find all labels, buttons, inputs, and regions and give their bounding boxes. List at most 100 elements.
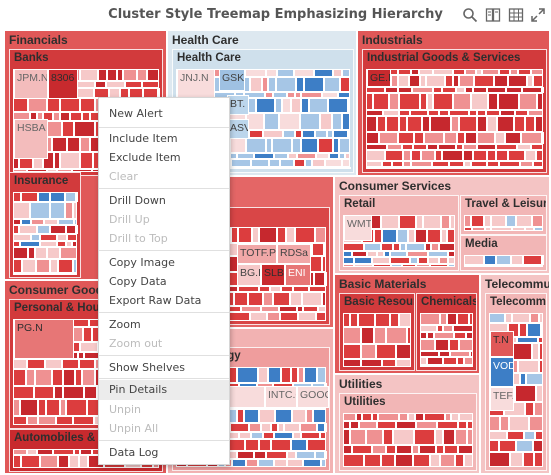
stock-cell[interactable] <box>274 432 293 439</box>
stock-cell[interactable] <box>448 251 455 257</box>
menu-item-copy-data[interactable]: Copy Data <box>109 275 167 288</box>
stock-cell[interactable] <box>382 229 397 243</box>
stock-cell[interactable] <box>519 323 527 337</box>
stock-cell[interactable] <box>442 87 456 93</box>
stock-cell[interactable] <box>297 153 316 159</box>
stock-cell[interactable] <box>324 77 340 92</box>
stock-cell[interactable] <box>450 351 470 357</box>
stock-cell[interactable] <box>277 227 286 243</box>
stock-cell[interactable] <box>287 451 296 459</box>
stock-cell[interactable] <box>499 161 520 167</box>
stock-cell[interactable] <box>424 132 444 144</box>
stock-cell[interactable] <box>80 98 95 112</box>
sector-utilities[interactable]: Utilities Utilities <box>334 374 480 474</box>
stock-cell[interactable] <box>398 75 409 87</box>
stock-cell[interactable] <box>522 87 542 93</box>
menu-item-data-log[interactable]: Data Log <box>109 446 159 459</box>
stock-cell[interactable] <box>416 215 423 229</box>
stock-cell[interactable] <box>325 423 327 432</box>
stock-cell[interactable] <box>60 112 70 121</box>
stock-cell[interactable] <box>435 429 443 445</box>
stock-cell[interactable] <box>457 313 469 325</box>
stock-cell[interactable] <box>261 306 279 312</box>
stock-cell[interactable] <box>47 247 60 259</box>
stock-cell[interactable] <box>57 241 66 247</box>
stock-cell[interactable] <box>518 69 531 75</box>
stock-cell[interactable] <box>440 313 447 325</box>
stock-cell[interactable] <box>74 449 80 455</box>
stock-cell[interactable] <box>364 454 381 467</box>
stock-cell[interactable] <box>35 247 47 259</box>
stock-slb[interactable]: SLB <box>261 264 285 286</box>
stock-cell[interactable] <box>430 264 448 267</box>
stock-cell[interactable] <box>36 259 50 273</box>
stock-totf[interactable]: TOTF.P <box>237 244 277 264</box>
stock-cell[interactable] <box>67 234 77 241</box>
stock-cell[interactable] <box>280 159 294 167</box>
stock-cell[interactable] <box>431 243 439 251</box>
stock-cell[interactable] <box>399 215 416 229</box>
stock-cell[interactable] <box>414 429 435 445</box>
stock-cell[interactable] <box>441 229 447 243</box>
stock-cell[interactable] <box>494 75 508 87</box>
stock-cell[interactable] <box>13 273 20 275</box>
stock-cell[interactable] <box>13 369 26 386</box>
stock-cell[interactable] <box>484 265 491 267</box>
stock-cell[interactable] <box>441 215 450 229</box>
stock-cell[interactable] <box>541 167 543 169</box>
stock-cell[interactable] <box>418 257 428 264</box>
stock-cell[interactable] <box>436 445 444 454</box>
stock-cell[interactable] <box>317 423 325 432</box>
stock-cell[interactable] <box>13 259 22 273</box>
stock-cell[interactable] <box>237 153 254 159</box>
stock-cell[interactable] <box>60 247 77 259</box>
stock-cell[interactable] <box>531 144 543 150</box>
stock-cell[interactable] <box>398 87 412 93</box>
stock-cell[interactable] <box>295 227 315 243</box>
stock-cell[interactable] <box>491 265 500 267</box>
industry-industrial-goods[interactable]: Industrial Goods & Services GE.N <box>362 49 547 173</box>
stock-cell[interactable] <box>62 359 79 369</box>
stock-cell[interactable] <box>444 132 457 144</box>
stock-cell[interactable] <box>301 432 320 439</box>
stock-cell[interactable] <box>60 98 80 112</box>
stock-cell[interactable] <box>419 69 433 75</box>
stock-cell[interactable] <box>308 167 317 169</box>
stock-cell[interactable] <box>520 373 526 385</box>
stock-cell[interactable] <box>27 359 45 369</box>
stock-cell[interactable] <box>534 227 543 231</box>
stock-cell[interactable] <box>407 167 422 169</box>
industry-retail[interactable]: Retail WMT <box>339 195 459 271</box>
stock-cell[interactable] <box>516 215 532 227</box>
stock-cell[interactable] <box>489 452 510 467</box>
stock-goog[interactable]: GOOG <box>297 386 329 408</box>
stock-cell[interactable] <box>419 445 436 454</box>
stock-cell[interactable] <box>237 409 244 423</box>
stock-cell[interactable] <box>386 445 396 454</box>
stock-cell[interactable] <box>307 439 326 451</box>
stock-cell[interactable] <box>309 286 326 292</box>
stock-cell[interactable] <box>514 265 531 267</box>
stock-cell[interactable] <box>19 225 37 234</box>
stock-cell[interactable] <box>13 225 19 234</box>
stock-cell[interactable] <box>508 150 525 161</box>
stock-cell[interactable] <box>46 399 60 416</box>
stock-cell[interactable] <box>399 110 410 116</box>
stock-cell[interactable] <box>497 167 514 169</box>
stock-cell[interactable] <box>409 75 420 87</box>
stock-cell[interactable] <box>13 386 34 399</box>
stock-cell[interactable] <box>505 132 521 144</box>
stock-ge[interactable]: GE.N <box>367 69 391 87</box>
stock-cell[interactable] <box>292 409 306 423</box>
stock-cell[interactable] <box>523 255 542 265</box>
stock-cell[interactable] <box>72 169 92 172</box>
stock-cell[interactable] <box>57 234 67 241</box>
stock-cell[interactable] <box>485 227 491 231</box>
stock-cell[interactable] <box>484 255 496 265</box>
stock-cell[interactable] <box>276 77 296 92</box>
stock-cell[interactable] <box>27 449 37 455</box>
stock-cell[interactable] <box>31 219 44 225</box>
stock-cell[interactable] <box>320 432 326 439</box>
stock-pg[interactable]: PG.N <box>14 319 74 359</box>
stock-cell[interactable] <box>350 429 366 445</box>
